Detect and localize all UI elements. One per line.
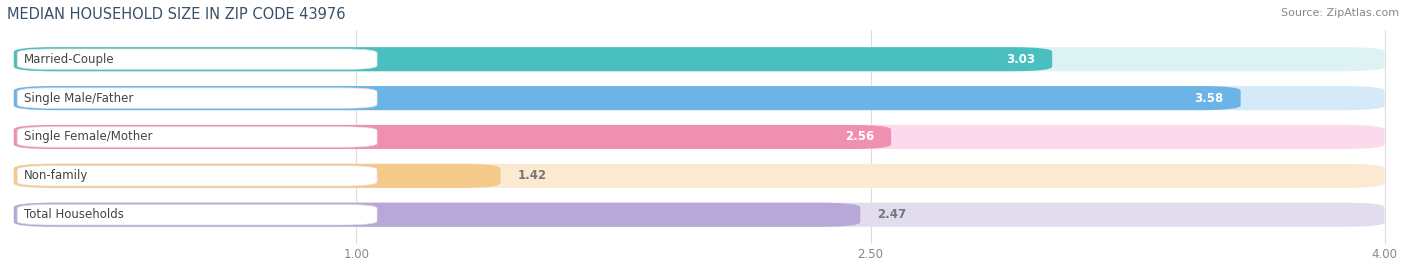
FancyBboxPatch shape bbox=[14, 47, 1385, 71]
FancyBboxPatch shape bbox=[17, 127, 377, 147]
Text: Single Female/Mother: Single Female/Mother bbox=[24, 131, 153, 143]
Text: 2.56: 2.56 bbox=[845, 131, 875, 143]
Text: Married-Couple: Married-Couple bbox=[24, 53, 115, 66]
Text: Total Households: Total Households bbox=[24, 208, 124, 221]
FancyBboxPatch shape bbox=[14, 47, 1052, 71]
FancyBboxPatch shape bbox=[14, 164, 1385, 188]
FancyBboxPatch shape bbox=[14, 164, 501, 188]
FancyBboxPatch shape bbox=[17, 166, 377, 186]
Text: 2.47: 2.47 bbox=[877, 208, 907, 221]
FancyBboxPatch shape bbox=[14, 125, 891, 149]
Text: MEDIAN HOUSEHOLD SIZE IN ZIP CODE 43976: MEDIAN HOUSEHOLD SIZE IN ZIP CODE 43976 bbox=[7, 7, 346, 22]
Text: Single Male/Father: Single Male/Father bbox=[24, 92, 134, 105]
FancyBboxPatch shape bbox=[14, 125, 1385, 149]
FancyBboxPatch shape bbox=[17, 88, 377, 108]
FancyBboxPatch shape bbox=[14, 86, 1240, 110]
FancyBboxPatch shape bbox=[14, 86, 1385, 110]
FancyBboxPatch shape bbox=[17, 204, 377, 225]
Text: Non-family: Non-family bbox=[24, 169, 89, 182]
FancyBboxPatch shape bbox=[14, 203, 860, 227]
Text: 1.42: 1.42 bbox=[517, 169, 547, 182]
FancyBboxPatch shape bbox=[17, 49, 377, 69]
Text: Source: ZipAtlas.com: Source: ZipAtlas.com bbox=[1281, 8, 1399, 18]
Text: 3.58: 3.58 bbox=[1194, 92, 1223, 105]
Text: 3.03: 3.03 bbox=[1007, 53, 1035, 66]
FancyBboxPatch shape bbox=[14, 203, 1385, 227]
